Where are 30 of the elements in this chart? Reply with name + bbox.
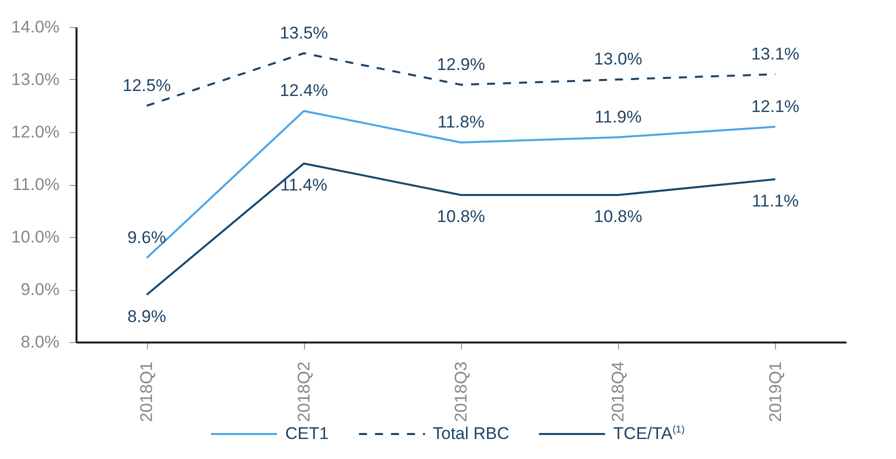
x-tick-label: 2018Q4 <box>608 362 628 422</box>
y-tick-label: 13.0% <box>11 70 60 89</box>
y-tick-label: 11.0% <box>12 175 60 194</box>
y-tick-label: 10.0% <box>11 228 60 246</box>
y-tick-label: 8.0% <box>20 332 60 352</box>
data-label: 12.1% <box>751 96 800 116</box>
data-label: 10.8% <box>594 207 642 226</box>
data-label: 13.5% <box>280 23 328 42</box>
data-label: 12.4% <box>280 81 328 100</box>
x-tick-label: 2019Q1 <box>766 362 785 422</box>
y-tick-label: 9.0% <box>20 280 60 299</box>
x-tick-label: 2018Q3 <box>452 362 470 422</box>
data-label: 12.5% <box>122 76 171 95</box>
data-label: 13.0% <box>594 50 642 68</box>
data-label: 11.8% <box>438 112 484 132</box>
data-label: 11.4% <box>280 176 328 194</box>
data-label: 8.9% <box>127 306 166 326</box>
x-tick-label: 2018Q2 <box>294 362 314 422</box>
data-label: 10.8% <box>436 207 486 226</box>
x-tick-label: 2018Q1 <box>137 362 156 422</box>
data-label: 13.1% <box>751 44 800 64</box>
y-tick-label: 12.0% <box>11 122 60 142</box>
data-label: 11.9% <box>594 107 642 126</box>
legend-label: Total RBC <box>432 424 510 444</box>
data-label: 9.6% <box>127 228 166 247</box>
data-label: 11.1% <box>752 191 799 210</box>
data-label: 12.9% <box>436 54 486 74</box>
y-tick-label: 14.0% <box>11 18 60 36</box>
legend-label: TCE/TA$^{(1)}$ <box>613 424 685 444</box>
legend-label: CET1 <box>285 424 329 444</box>
